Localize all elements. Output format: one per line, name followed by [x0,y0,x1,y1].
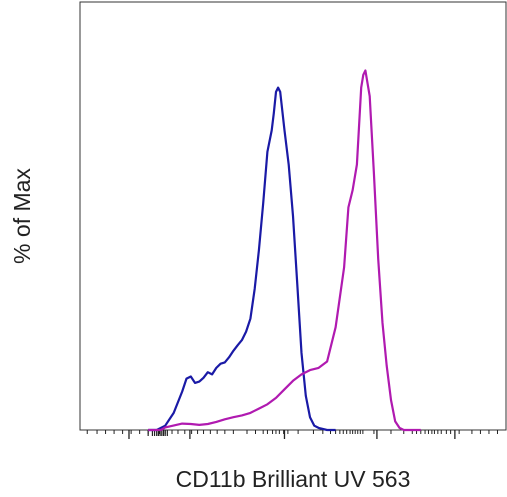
plot-frame [79,1,507,431]
series-layer [148,69,421,432]
series-line-2 [148,69,421,432]
x-axis-ticks [86,430,498,439]
x-axis-title: CD11b Brilliant UV 563 [176,466,411,492]
y-axis-title: % of Max [9,168,35,264]
series-line-1 [148,86,336,432]
